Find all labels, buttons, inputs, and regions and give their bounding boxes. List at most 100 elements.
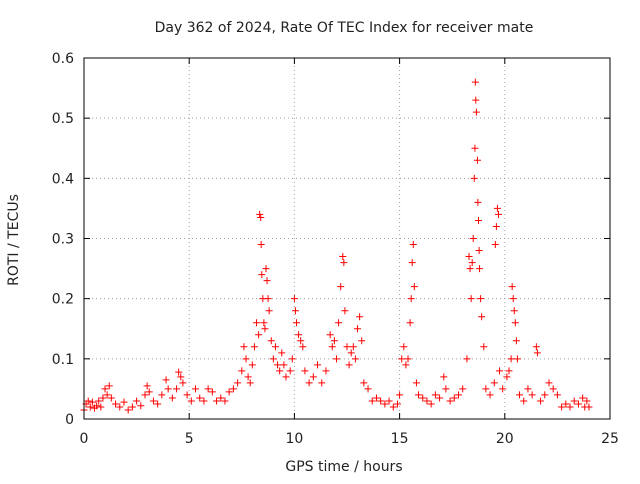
data-point	[332, 355, 340, 363]
data-point	[244, 373, 252, 381]
data-point	[491, 241, 499, 249]
data-point	[282, 373, 290, 381]
data-point	[377, 397, 385, 405]
data-point	[494, 210, 502, 218]
data-point	[154, 400, 162, 408]
data-point	[474, 198, 482, 206]
data-point	[499, 385, 507, 393]
data-point	[258, 271, 266, 279]
data-point	[128, 403, 136, 411]
data-point	[473, 156, 481, 164]
data-point	[412, 379, 420, 387]
data-point	[372, 394, 380, 402]
x-tick-label: 25	[601, 431, 619, 447]
data-point	[225, 388, 233, 396]
data-point	[187, 397, 195, 405]
data-point	[105, 382, 113, 390]
data-point	[213, 397, 221, 405]
data-point	[328, 343, 336, 351]
data-point	[164, 385, 172, 393]
y-tick-label: 0.3	[52, 232, 74, 248]
data-point	[545, 379, 553, 387]
data-point	[520, 397, 528, 405]
data-point	[423, 397, 431, 405]
data-point	[492, 222, 500, 230]
data-point	[288, 355, 296, 363]
chart-title: Day 362 of 2024, Rate Of TEC Index for r…	[155, 20, 534, 36]
data-point	[396, 391, 404, 399]
data-point	[221, 397, 229, 405]
data-point	[179, 379, 187, 387]
data-point	[549, 385, 557, 393]
data-point	[229, 385, 237, 393]
y-tick-label: 0.6	[52, 51, 74, 67]
data-point	[276, 367, 284, 375]
data-point	[261, 325, 269, 333]
data-point	[309, 373, 317, 381]
data-point	[585, 403, 593, 411]
data-point	[217, 394, 225, 402]
data-point	[103, 391, 111, 399]
data-point	[562, 400, 570, 408]
data-point	[242, 355, 250, 363]
data-point	[419, 394, 427, 402]
data-point	[468, 259, 476, 267]
data-point	[86, 403, 94, 411]
data-point	[503, 373, 511, 381]
data-point	[471, 144, 479, 152]
data-point	[299, 343, 307, 351]
data-point	[467, 295, 475, 303]
data-point	[280, 361, 288, 369]
data-point	[88, 398, 96, 406]
data-point	[480, 343, 488, 351]
data-point	[436, 394, 444, 402]
data-point	[340, 259, 348, 267]
y-tick-label: 0.1	[52, 352, 74, 368]
data-point	[337, 283, 345, 291]
data-point	[476, 265, 484, 273]
data-point	[234, 379, 242, 387]
data-point	[368, 397, 376, 405]
data-point	[471, 78, 479, 86]
data-point	[510, 307, 518, 315]
data-point	[537, 397, 545, 405]
data-point	[486, 391, 494, 399]
data-point	[137, 402, 145, 410]
x-tick-label: 5	[185, 431, 194, 447]
x-axis-title: GPS time / hours	[285, 459, 402, 475]
y-tick-label: 0.2	[52, 292, 74, 308]
data-point	[360, 379, 368, 387]
data-point	[409, 241, 417, 249]
data-point	[116, 403, 124, 411]
data-point	[200, 397, 208, 405]
data-point	[533, 349, 541, 357]
y-axis-title: ROTI / TECUs	[6, 194, 22, 286]
data-point	[192, 385, 200, 393]
x-tick-label: 10	[285, 431, 303, 447]
data-point	[446, 397, 454, 405]
y-tick-label: 0.4	[52, 171, 74, 187]
data-point	[269, 355, 277, 363]
data-point	[404, 355, 412, 363]
x-tick-label: 20	[496, 431, 514, 447]
data-point	[335, 319, 343, 327]
data-point	[265, 307, 273, 315]
axis-ticks: 0 5 10 15 20 25 0 0.1 0.2 0.3 0.4 0.5 0.6	[52, 51, 619, 447]
data-point	[318, 379, 326, 387]
data-point	[271, 343, 279, 351]
data-point	[253, 319, 261, 327]
data-point	[274, 361, 282, 369]
data-point	[257, 241, 265, 249]
data-point	[566, 403, 574, 411]
data-point	[583, 397, 591, 405]
data-point	[330, 337, 338, 345]
data-point	[97, 403, 105, 411]
data-point	[286, 367, 294, 375]
data-point	[553, 391, 561, 399]
data-point	[248, 361, 256, 369]
data-point	[347, 349, 355, 357]
data-point	[477, 295, 485, 303]
data-point	[293, 319, 301, 327]
